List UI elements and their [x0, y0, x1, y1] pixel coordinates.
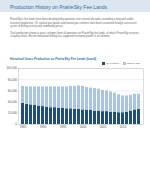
html-text:Historical Gross Production on: Historical Gross Production on PrairieSk…: [10, 57, 97, 61]
svg-text:1995: 1995: [60, 125, 67, 129]
html-text:Oil & NGLs: Oil & NGLs: [106, 62, 119, 65]
svg-text:1990: 1990: [40, 125, 47, 129]
svg-text:100,000: 100,000: [6, 66, 17, 70]
svg-text:40,000: 40,000: [8, 100, 18, 104]
svg-text:80,000: 80,000: [8, 78, 18, 82]
svg-text:2005: 2005: [100, 125, 107, 129]
svg-text:2000: 2000: [80, 125, 87, 129]
html-text:Total production shown is gros: Total production shown is gross volumes …: [10, 31, 139, 39]
svg-text:1985: 1985: [20, 125, 27, 129]
svg-text:2010: 2010: [120, 125, 127, 129]
html-text:Natural Gas: Natural Gas: [126, 62, 140, 65]
svg-text:0: 0: [15, 122, 17, 126]
svg-text:20,000: 20,000: [8, 111, 18, 115]
html-text:PrairieSky's fee lands have be: PrairieSky's fee lands have been develop…: [10, 18, 137, 29]
html-text:Production History on PrairieS: Production History on PrairieSky Fee Lan…: [10, 4, 107, 10]
svg-text:60,000: 60,000: [8, 89, 18, 93]
